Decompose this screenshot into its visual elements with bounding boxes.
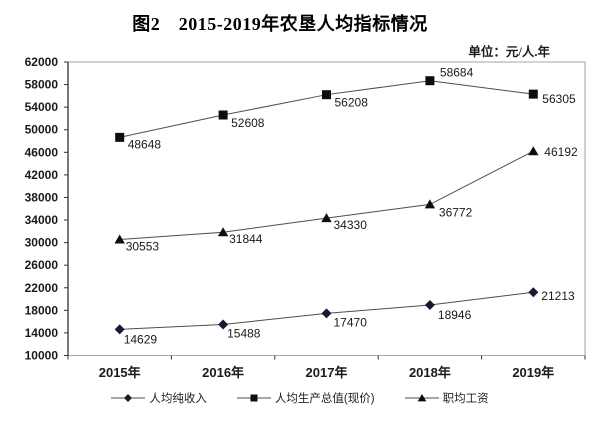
x-axis-label: 2019年 <box>512 365 554 380</box>
data-point-triangle <box>321 213 332 223</box>
data-point-square <box>528 89 538 99</box>
data-value-label: 21213 <box>541 289 575 303</box>
data-value-label: 14629 <box>124 332 158 346</box>
chart-title: 图2 2015-2019年农垦人均指标情况 <box>132 14 428 34</box>
legend-square-glyph <box>250 394 258 402</box>
y-axis-label: 34000 <box>25 213 59 227</box>
data-value-label: 52608 <box>231 116 265 130</box>
data-value-label: 31844 <box>229 232 263 246</box>
x-axis-label: 2016年 <box>202 365 244 380</box>
legend-label: 人均生产总值(现价) <box>274 393 375 405</box>
legend-label: 职均工资 <box>442 393 489 405</box>
series-line <box>119 80 534 138</box>
data-point-triangle <box>114 234 125 244</box>
series-line <box>119 150 534 240</box>
legend-diamond-glyph <box>124 394 133 402</box>
legend-diamond-icon <box>111 394 146 402</box>
data-point-triangle <box>528 146 539 156</box>
unit-label: 单位：元/人.年 <box>468 45 550 59</box>
y-axis-label: 18000 <box>25 303 59 317</box>
data-point-square <box>425 76 435 86</box>
data-point-diamond <box>424 300 435 311</box>
y-axis-label: 42000 <box>25 168 59 182</box>
data-value-label: 30553 <box>126 239 160 253</box>
x-axis-label: 2017年 <box>306 365 348 380</box>
legend-item: 人均纯收入 <box>111 390 207 406</box>
data-point-diamond <box>321 308 332 319</box>
y-axis-label: 26000 <box>25 258 59 272</box>
data-point-diamond <box>528 287 539 298</box>
chart-legend: 人均纯收入 人均生产总值(现价) 职均工资 <box>0 390 600 406</box>
data-point-square <box>322 90 331 100</box>
data-value-label: 58684 <box>440 66 474 80</box>
data-point-square <box>218 110 228 120</box>
legend-item: 人均生产总值(现价) <box>236 390 375 406</box>
data-value-label: 17470 <box>334 315 368 329</box>
data-value-label: 15488 <box>227 327 261 341</box>
y-axis-label: 30000 <box>25 236 59 250</box>
y-axis-label: 58000 <box>25 78 59 92</box>
y-axis-label: 46000 <box>25 145 59 159</box>
y-axis-label: 38000 <box>25 190 59 204</box>
data-value-label: 46192 <box>544 145 578 159</box>
legend-triangle-glyph <box>417 394 426 402</box>
legend-square-icon <box>236 394 271 402</box>
data-point-square <box>115 132 125 142</box>
data-value-label: 56305 <box>542 92 576 106</box>
data-point-triangle <box>217 227 229 237</box>
data-value-label: 34330 <box>334 218 368 232</box>
data-point-diamond <box>114 324 125 335</box>
x-axis-label: 2018年 <box>409 365 451 380</box>
legend-item: 职均工资 <box>404 390 489 406</box>
x-axis-label: 2015年 <box>99 365 141 380</box>
y-axis-label: 14000 <box>25 326 59 340</box>
data-value-label: 48648 <box>128 137 162 151</box>
y-axis-label: 54000 <box>25 100 59 114</box>
data-value-label: 36772 <box>439 205 473 219</box>
legend-label: 人均纯收入 <box>149 393 207 405</box>
y-axis-label: 10000 <box>25 349 59 363</box>
data-value-label: 18946 <box>438 308 472 322</box>
data-value-label: 56208 <box>335 96 369 110</box>
y-axis-label: 62000 <box>25 55 59 69</box>
data-point-triangle <box>424 199 436 209</box>
y-axis-label: 50000 <box>25 123 59 137</box>
legend-triangle-icon <box>404 394 439 402</box>
y-axis-label: 22000 <box>25 281 59 295</box>
data-point-diamond <box>218 319 229 330</box>
